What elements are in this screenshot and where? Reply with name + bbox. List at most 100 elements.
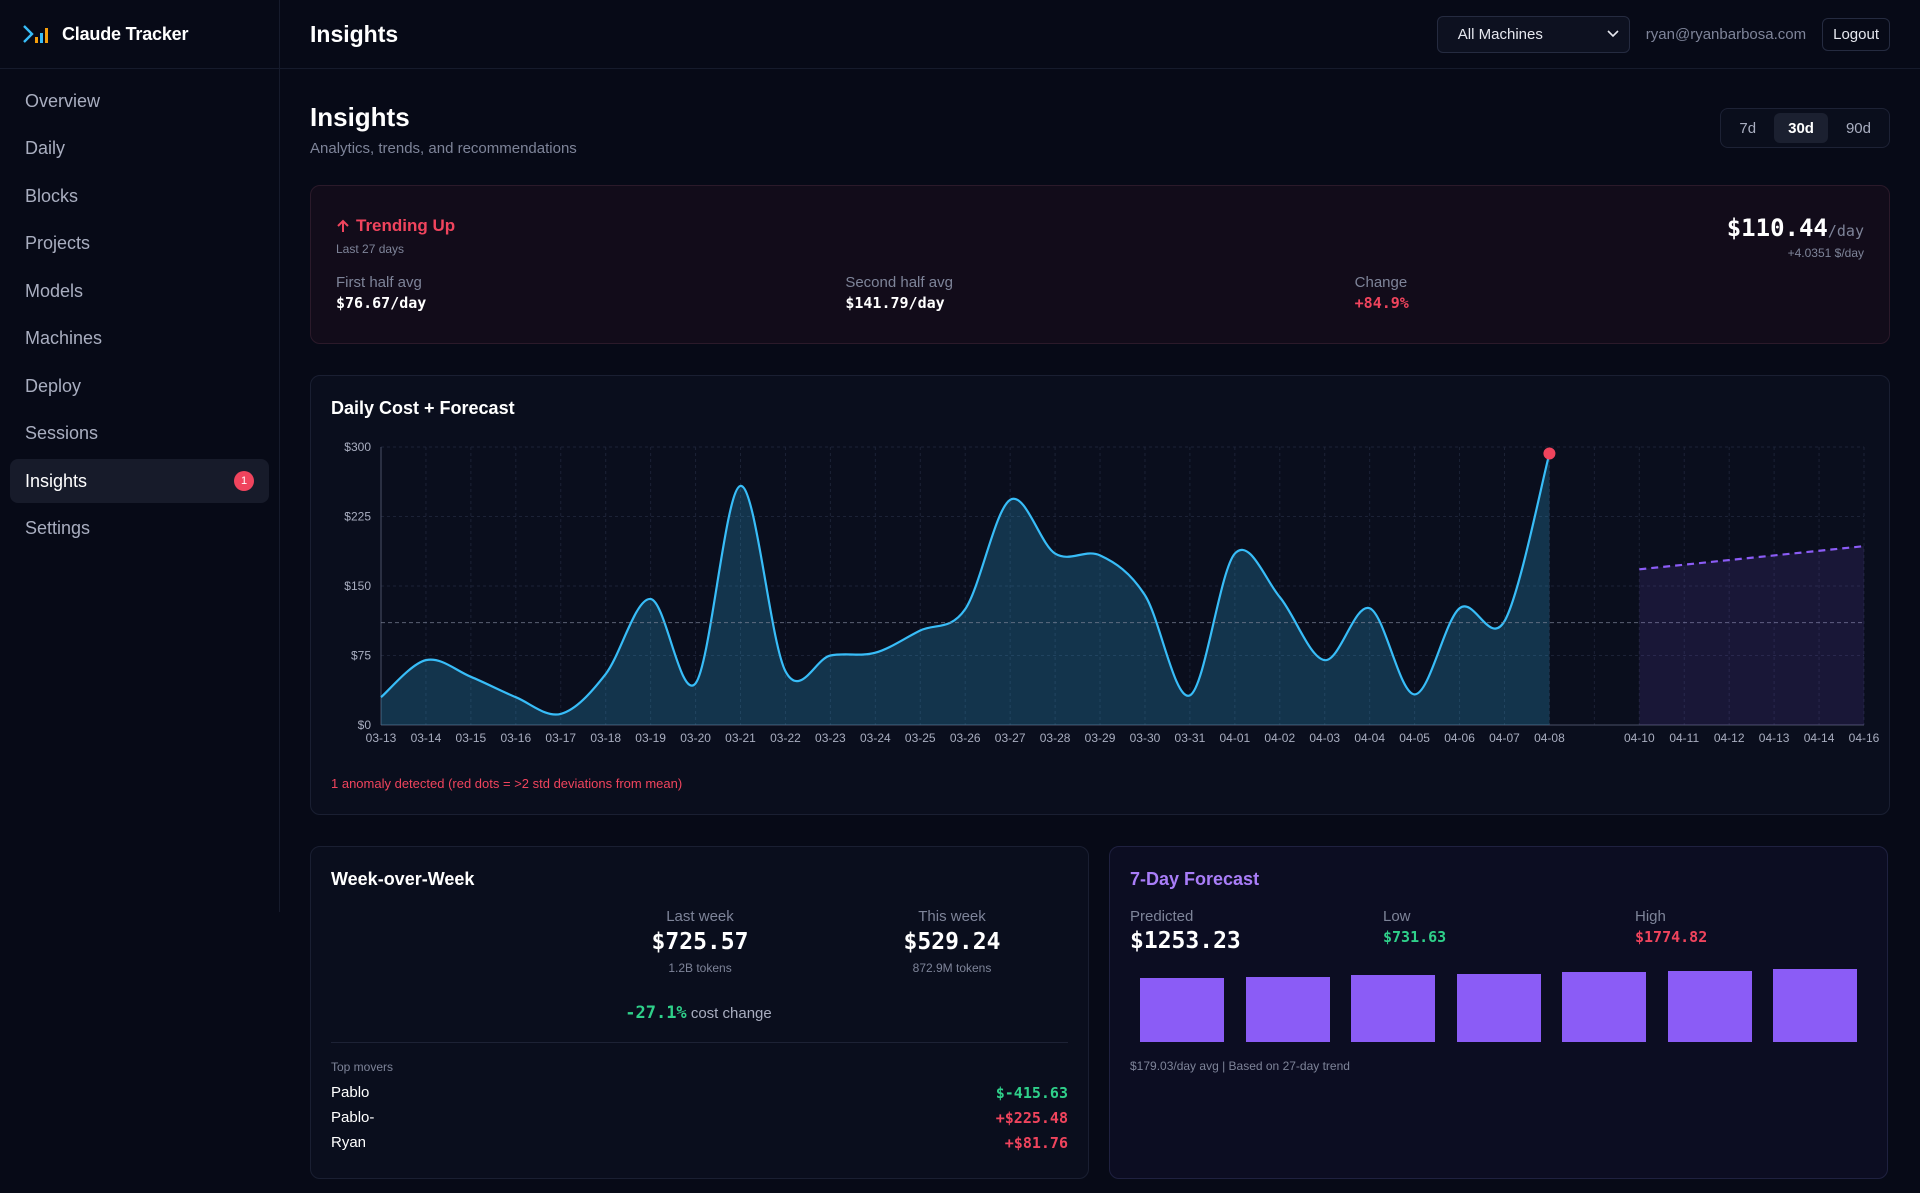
sidebar-nav: Overview Daily Blocks Projects Models Ma… — [0, 69, 279, 564]
forecast-title: 7-Day Forecast — [1130, 869, 1260, 889]
forecast-bar — [1773, 969, 1857, 1042]
sidebar-item-label: Overview — [25, 90, 101, 111]
range-90d-button[interactable]: 90d — [1845, 119, 1871, 137]
machine-select-value: All Machines — [1457, 25, 1543, 43]
this-week-value: $529.24 — [903, 929, 1001, 955]
x-tick-label: 03-29 — [1085, 731, 1116, 745]
x-tick-label: 03-25 — [905, 731, 936, 745]
mover-row: Pablo- +$225.48 — [331, 1109, 1068, 1127]
bottom-row: Week-over-Week Last week $725.57 1.2B to… — [310, 846, 1890, 1179]
trend-value: $110.44/day — [1727, 214, 1864, 242]
trend-summary: $110.44/day +4.0351 $/day — [1727, 214, 1864, 260]
sidebar-item-label: Settings — [25, 518, 91, 538]
sidebar-item-label: Insights — [25, 470, 88, 491]
x-tick-label: 03-28 — [1040, 731, 1071, 745]
trend-value-unit: /day — [1827, 222, 1864, 240]
daily-cost-chart: $0 $75 $150 $225 $300 03-13 03-14 03-15 03-16 03-… — [344, 440, 1880, 745]
sidebar: Claude Tracker Overview Daily Blocks Pro… — [0, 0, 280, 912]
logout-button[interactable]: Logout — [1822, 17, 1890, 51]
trend-card: Trending Up Last 27 days $110.44/day +4.… — [310, 185, 1890, 344]
cost-change-pct: -27.1% — [625, 1003, 687, 1023]
divider — [331, 1042, 1068, 1043]
x-tick-label: 04-03 — [1309, 731, 1340, 745]
sidebar-item-label: Blocks — [25, 185, 79, 206]
stat-value: $76.67/day — [336, 294, 427, 312]
sidebar-item-daily[interactable]: Daily — [10, 127, 269, 171]
sidebar-item-label: Projects — [25, 233, 91, 253]
predicted-value: $1253.23 — [1130, 928, 1241, 954]
top-movers-title: Top movers — [331, 1060, 394, 1074]
week-over-week-card: Week-over-Week Last week $725.57 1.2B to… — [310, 846, 1089, 1179]
sidebar-item-label: Deploy — [25, 375, 82, 396]
x-tick-label: 04-02 — [1264, 731, 1295, 745]
last-week-stat: Last week $725.57 1.2B tokens — [600, 908, 800, 975]
header-title: Insights — [310, 20, 399, 47]
x-tick-label: 04-13 — [1759, 731, 1790, 745]
app-name: Claude Tracker — [62, 23, 189, 44]
mover-name: Pablo — [331, 1084, 370, 1101]
page-subtitle: Analytics, trends, and recommendations — [310, 140, 577, 157]
notification-badge: 1 — [234, 471, 254, 491]
x-tick-label: 04-08 — [1534, 731, 1565, 745]
forecast-bar — [1140, 978, 1224, 1042]
x-tick-label: 03-21 — [725, 731, 756, 745]
sidebar-item-models[interactable]: Models — [10, 269, 269, 313]
range-7d-button[interactable]: 7d — [1739, 119, 1757, 137]
daily-cost-chart-card: Daily Cost + Forecast $0 $75 $150 $225 $300 0… — [310, 375, 1890, 815]
x-tick-label: 03-22 — [770, 731, 801, 745]
y-tick-label: $150 — [344, 579, 371, 593]
x-tick-label: 03-17 — [545, 731, 576, 745]
sidebar-item-sessions[interactable]: Sessions — [10, 412, 269, 456]
mover-row: Pablo $-415.63 — [331, 1084, 1068, 1102]
forecast-bar — [1562, 972, 1646, 1042]
trend-title: Trending Up — [336, 216, 1864, 236]
sidebar-item-settings[interactable]: Settings — [10, 507, 269, 551]
x-tick-label: 04-07 — [1489, 731, 1520, 745]
stat-value: $141.79/day — [845, 294, 945, 312]
x-tick-label: 04-14 — [1804, 731, 1835, 745]
cost-change-label: cost change — [690, 1005, 772, 1022]
this-week-tokens: 872.9M tokens — [912, 961, 992, 975]
mover-row: Ryan +$81.76 — [331, 1134, 1068, 1152]
mover-delta: $-415.63 — [995, 1084, 1068, 1102]
predicted-stat: Predicted $1253.23 — [1130, 908, 1241, 954]
x-tick-label: 03-13 — [366, 731, 397, 745]
predicted-label: Predicted — [1130, 908, 1194, 925]
x-tick-label: 03-31 — [1175, 731, 1206, 745]
trend-value-amount: $110.44 — [1726, 214, 1828, 242]
low-value: $731.63 — [1383, 928, 1447, 946]
chart-title: Daily Cost + Forecast — [331, 398, 515, 418]
mover-name: Pablo- — [331, 1109, 375, 1126]
sidebar-item-insights[interactable]: Insights 1 — [10, 459, 269, 503]
trend-period: Last 27 days — [336, 242, 405, 256]
sidebar-item-machines[interactable]: Machines — [10, 317, 269, 361]
trend-slope: +4.0351 $/day — [1787, 246, 1864, 260]
x-tick-label: 03-23 — [815, 731, 846, 745]
x-tick-label: 03-15 — [456, 731, 487, 745]
x-tick-label: 04-16 — [1849, 731, 1880, 745]
sidebar-item-overview[interactable]: Overview — [10, 79, 269, 123]
range-30d-button[interactable]: 30d — [1774, 113, 1828, 143]
sidebar-item-label: Daily — [25, 138, 66, 158]
change-stat: Change +84.9% — [1355, 274, 1864, 312]
last-week-tokens: 1.2B tokens — [668, 961, 732, 975]
forecast-bar — [1456, 973, 1541, 1042]
sidebar-item-label: Sessions — [25, 423, 99, 443]
high-label: High — [1635, 908, 1666, 925]
x-tick-label: 04-05 — [1399, 731, 1430, 745]
low-label: Low — [1383, 908, 1411, 925]
x-tick-label: 04-11 — [1669, 731, 1699, 745]
sidebar-item-blocks[interactable]: Blocks — [10, 174, 269, 218]
x-tick-label: 04-12 — [1714, 731, 1745, 745]
machine-select[interactable]: All Machines — [1436, 15, 1630, 53]
page-header: Insights Analytics, trends, and recommen… — [310, 102, 1890, 157]
sidebar-item-projects[interactable]: Projects — [10, 222, 269, 266]
brand[interactable]: Claude Tracker — [0, 0, 279, 69]
mover-delta: +$81.76 — [1004, 1134, 1068, 1152]
forecast-card: 7-Day Forecast Predicted $1253.23 Low $7… — [1109, 846, 1888, 1179]
sidebar-item-deploy[interactable]: Deploy — [10, 364, 269, 408]
user-email: ryan@ryanbarbosa.com — [1645, 25, 1807, 43]
high-value: $1774.82 — [1635, 928, 1708, 946]
mover-delta: +$225.48 — [995, 1109, 1068, 1127]
forecast-note: $179.03/day avg | Based on 27-day trend — [1130, 1059, 1350, 1073]
